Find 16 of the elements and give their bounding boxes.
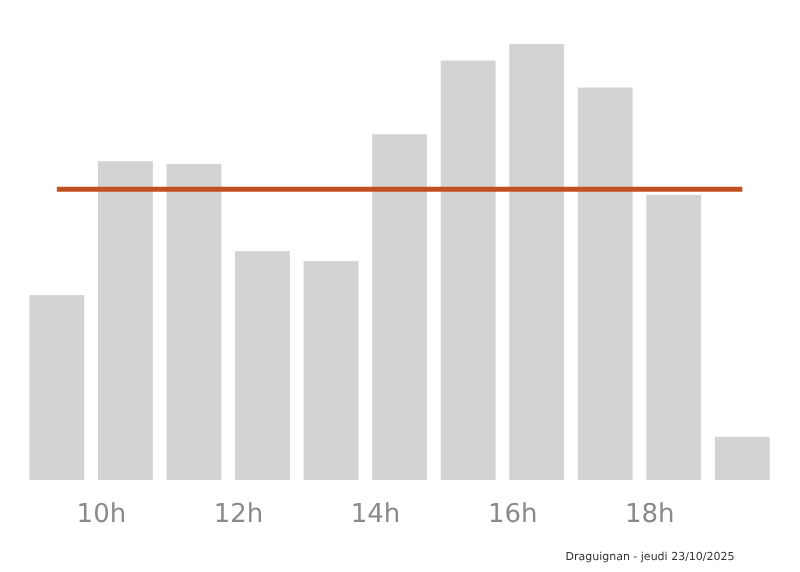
- bar: [166, 163, 222, 480]
- x-tick-label: 16h: [487, 500, 538, 530]
- bar: [714, 436, 770, 480]
- bar: [97, 161, 153, 480]
- bar: [372, 134, 427, 480]
- bar: [29, 295, 85, 480]
- x-tick-label: 12h: [213, 500, 264, 530]
- bar: [235, 251, 290, 480]
- bar: [577, 87, 633, 480]
- x-tick-label: 10h: [76, 500, 127, 530]
- x-tick-label: 18h: [624, 500, 675, 530]
- bar: [646, 194, 702, 480]
- bar: [509, 44, 565, 480]
- bar: [303, 261, 359, 480]
- x-tick-label: 14h: [350, 500, 401, 530]
- bar: [440, 60, 496, 480]
